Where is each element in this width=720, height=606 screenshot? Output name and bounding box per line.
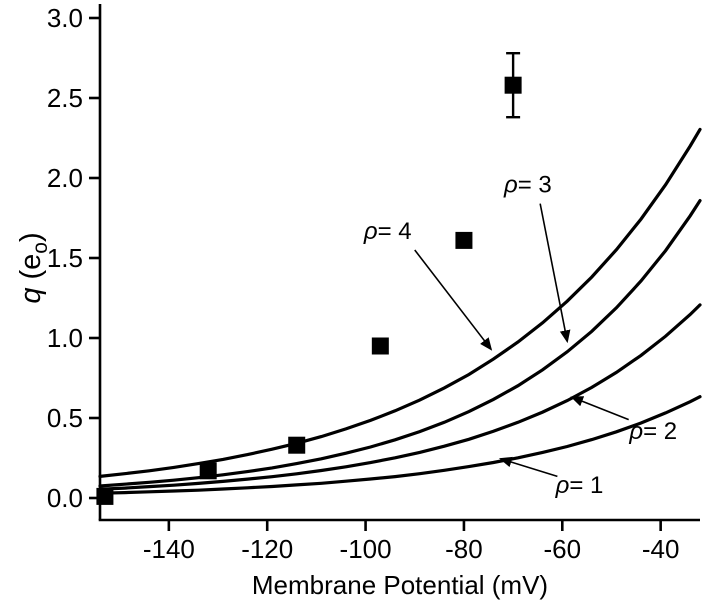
data-point-square <box>371 337 389 355</box>
rho-2-label: ρ= 2 <box>628 418 677 445</box>
x-tick-label: -100 <box>340 534 392 564</box>
rho-3-label-value: = 3 <box>518 171 552 198</box>
rho-1-label: ρ= 1 <box>555 472 604 499</box>
rho-1-label-arrow <box>498 456 558 478</box>
y-axis-quantity-symbol: q <box>15 287 47 304</box>
data-point-square <box>455 231 473 249</box>
rho-1-label-symbol: ρ <box>555 472 570 499</box>
y-axis-unit-open: (e <box>15 253 47 288</box>
rho-1-label-value: = 1 <box>569 472 603 499</box>
y-tick-label: 3.0 <box>47 3 83 33</box>
rho-2-label-value: = 2 <box>643 418 677 445</box>
x-tick-label: -80 <box>445 534 483 564</box>
x-tick-label: -40 <box>642 534 680 564</box>
model-curve-rho-2 <box>98 303 702 491</box>
rho-3-label-arrow <box>539 203 571 344</box>
x-tick-label: -120 <box>241 534 293 564</box>
rho-4-label: ρ= 4 <box>363 218 412 245</box>
data-point-square <box>199 462 217 480</box>
y-tick-label: 0.0 <box>47 483 83 513</box>
x-tick-label: -140 <box>143 534 195 564</box>
rho-4-label-value: = 4 <box>378 218 412 245</box>
data-point-square <box>288 436 306 454</box>
rho-2-label-symbol: ρ <box>628 418 643 445</box>
x-tick-label: -60 <box>544 534 582 564</box>
x-axis-title: Membrane Potential (mV) <box>251 570 549 600</box>
y-axis-unit-subscript: o <box>28 242 52 254</box>
data-point-square <box>504 76 522 94</box>
rho-4-label-symbol: ρ <box>363 218 378 245</box>
rho-4-label-arrow <box>414 249 493 351</box>
rho-3-label-symbol: ρ <box>503 171 518 198</box>
rho-2-label-arrow <box>570 396 629 421</box>
y-axis-title: q (eo) <box>12 193 52 343</box>
rho-3-label: ρ= 3 <box>503 171 552 198</box>
y-axis-unit-close: ) <box>15 232 47 242</box>
y-tick-label: 1.0 <box>47 323 83 353</box>
y-tick-label: 0.5 <box>47 403 83 433</box>
y-tick-label: 2.0 <box>47 163 83 193</box>
model-curve-rho-1 <box>98 395 702 495</box>
model-curve-rho-4 <box>98 127 702 478</box>
y-tick-label: 1.5 <box>47 243 83 273</box>
data-point-square <box>96 487 114 505</box>
y-tick-label: 2.5 <box>47 83 83 113</box>
